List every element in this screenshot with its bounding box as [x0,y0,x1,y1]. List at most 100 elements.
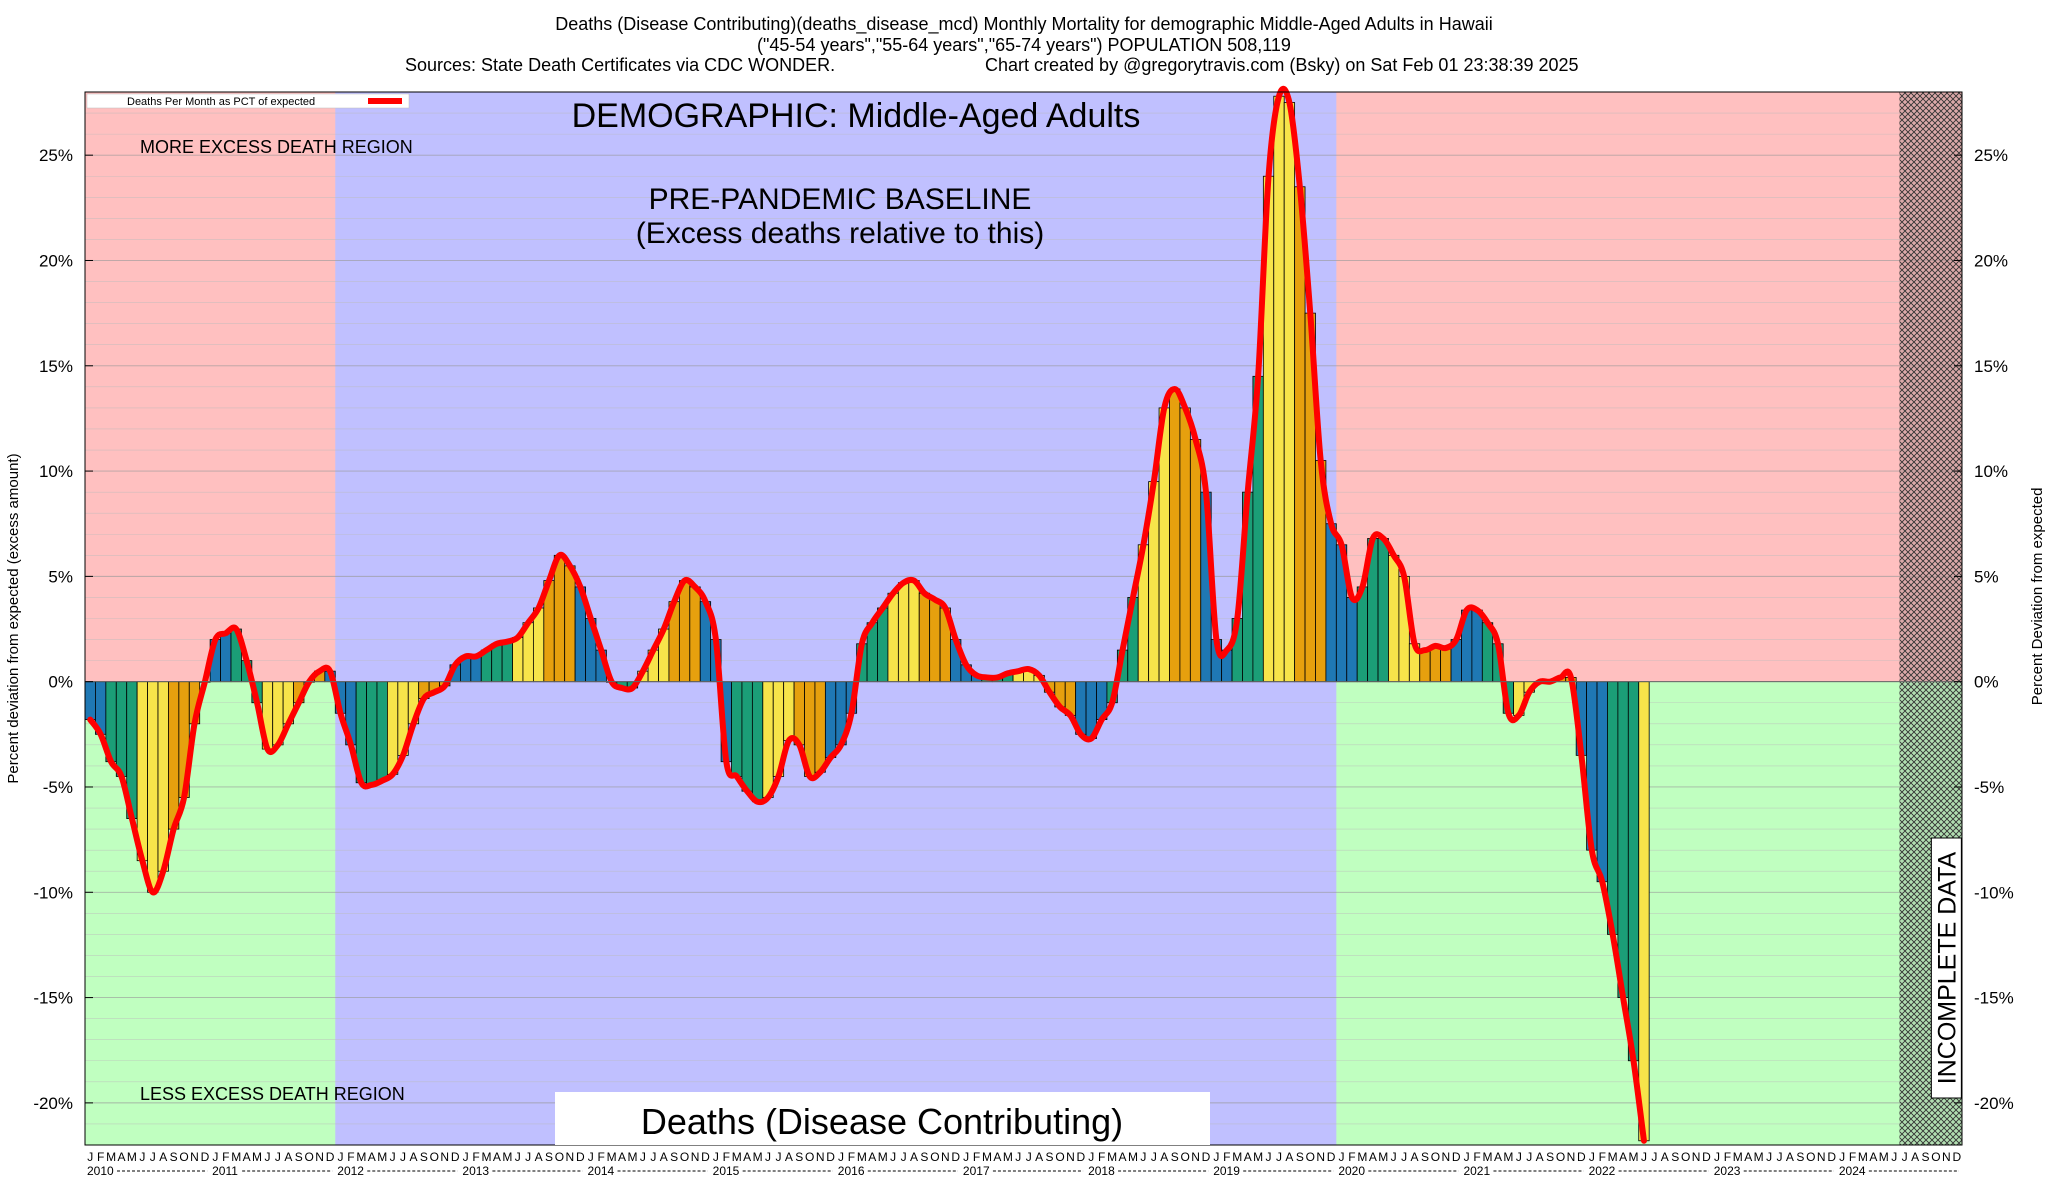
bar [1273,95,1285,683]
x-month-label: O [1931,1150,1940,1164]
x-month-label: F [1473,1150,1480,1164]
x-month-label: M [127,1150,137,1164]
baseline-label-1: PRE-PANDEMIC BASELINE [649,183,1032,216]
x-year-label: 2020 [1338,1164,1365,1178]
x-month-label: J [337,1150,343,1164]
x-month-label: S [1796,1150,1804,1164]
x-month-label: J [1266,1150,1272,1164]
bar [1169,388,1181,683]
x-month-label: J [1891,1150,1897,1164]
x-month-label: D [1577,1150,1586,1164]
bar [553,554,566,683]
x-month-label: M [252,1150,262,1164]
bottom-label-box [555,1092,1210,1145]
x-month-label: N [1316,1150,1325,1164]
x-month-label: J [640,1150,646,1164]
demographic-label: DEMOGRAPHIC: Middle-Aged Adults [572,97,1141,135]
y-tick-label-right: 20% [1974,251,2008,270]
x-year-label: 2012 [337,1164,364,1178]
bar [1377,538,1389,683]
y-tick-label-right: 15% [1974,357,2008,376]
x-year-label: 2010 [87,1164,114,1178]
y-tick-label-left: -5% [43,778,73,797]
x-month-label: J [1589,1150,1595,1164]
x-month-label: A [159,1150,167,1164]
more-region-label: MORE EXCESS DEATH REGION [140,137,413,157]
x-month-label: D [1952,1150,1961,1164]
x-month-label: N [440,1150,449,1164]
x-month-label: A [993,1150,1001,1164]
bar [115,681,128,777]
x-month-label: O [1806,1150,1815,1164]
x-month-label: D [1702,1150,1711,1164]
y-tick-label-left: 5% [48,567,73,586]
series-line [87,85,1647,1144]
x-month-label: N [1191,1150,1200,1164]
x-month-label: A [1285,1150,1293,1164]
y-tick-label-right: 25% [1974,146,2008,165]
x-month-label: A [618,1150,626,1164]
bar [751,681,764,803]
x-month-label: J [1839,1150,1845,1164]
x-month-label: D [326,1150,335,1164]
x-month-label: N [1066,1150,1075,1164]
bar [220,632,232,683]
x-month-label: F [347,1150,354,1164]
x-month-label: O [555,1150,564,1164]
bar [1429,645,1442,683]
sources-text: Sources: State Death Certificates via CD… [405,55,836,75]
x-month-label: F [1599,1150,1606,1164]
x-month-label: O [179,1150,188,1164]
bar [157,681,169,872]
x-month-label: F [1348,1150,1355,1164]
bottom-label: Deaths (Disease Contributing) [641,1101,1123,1142]
x-month-label: J [264,1150,270,1164]
chart-title: Deaths (Disease Contributing)(deaths_dis… [555,14,1493,34]
x-month-label: M [1503,1150,1513,1164]
x-month-label: M [1608,1150,1618,1164]
bar [1627,681,1640,1062]
x-month-label: M [1003,1150,1013,1164]
x-month-label: S [1546,1150,1554,1164]
x-month-label: O [1556,1150,1565,1164]
bar [908,580,920,683]
x-month-label: J [400,1150,406,1164]
x-month-label: M [231,1150,241,1164]
bar [678,580,691,683]
bar [1617,681,1629,998]
x-month-label: A [1786,1150,1794,1164]
x-month-label: D [201,1150,210,1164]
x-month-label: A [284,1150,292,1164]
x-month-label: S [545,1150,553,1164]
x-month-label: D [826,1150,835,1164]
bar [1638,681,1650,1142]
x-month-label: A [1536,1150,1544,1164]
x-month-label: M [1879,1150,1889,1164]
x-month-label: N [1441,1150,1450,1164]
x-year-label: 2015 [713,1164,740,1178]
y-tick-label-left: -10% [33,883,73,902]
bar [1346,597,1358,683]
x-year-label: 2011 [212,1164,238,1178]
y-tick-label-left: 20% [39,251,73,270]
x-month-label: A [1035,1150,1043,1164]
y-tick-label-right: -15% [1974,989,2014,1008]
bar [793,681,805,746]
x-year-label: 2016 [838,1164,865,1178]
x-month-label: A [1911,1150,1919,1164]
x-month-label: M [1629,1150,1639,1164]
x-month-label: M [1858,1150,1868,1164]
x-month-label: N [1692,1150,1701,1164]
bar [366,681,378,786]
x-month-label: F [1223,1150,1230,1164]
x-month-label: M [481,1150,491,1164]
x-month-label: J [650,1150,656,1164]
bar [783,681,795,742]
x-month-label: O [1306,1150,1315,1164]
x-month-label: N [1942,1150,1951,1164]
x-month-label: M [1754,1150,1764,1164]
x-month-label: S [670,1150,678,1164]
x-month-label: J [1213,1150,1219,1164]
x-month-label: S [1921,1150,1929,1164]
x-month-label: J [1088,1150,1094,1164]
